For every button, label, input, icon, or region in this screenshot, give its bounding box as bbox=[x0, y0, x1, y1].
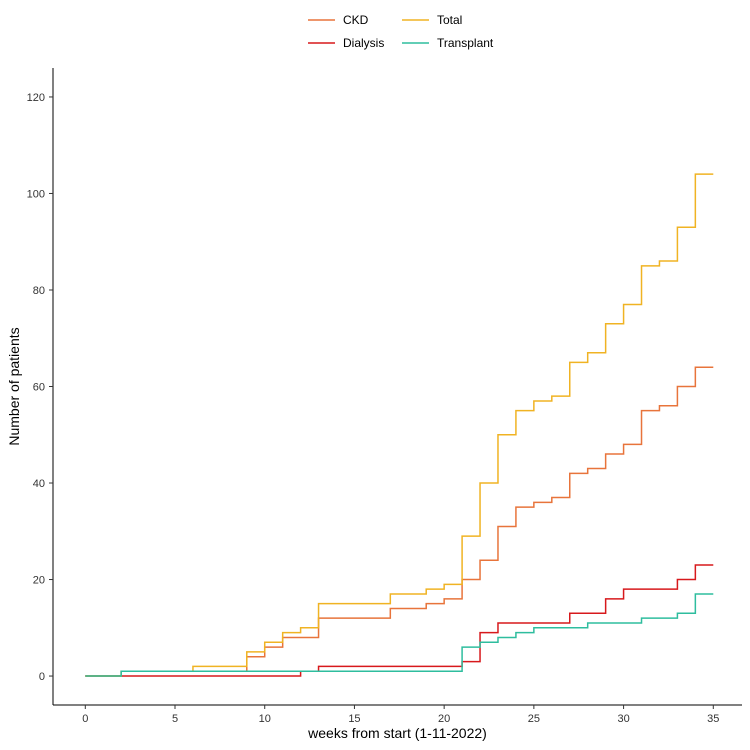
x-tick-label: 25 bbox=[528, 713, 540, 725]
plot-area bbox=[85, 173, 714, 677]
series-line-dialysis bbox=[85, 564, 714, 677]
legend: CKD Dialysis Total Transplant bbox=[308, 13, 494, 50]
y-tick-label: 120 bbox=[27, 92, 45, 104]
legend-label-transplant: Transplant bbox=[437, 36, 494, 50]
x-tick-label: 5 bbox=[172, 713, 178, 725]
x-tick-label: 15 bbox=[348, 713, 360, 725]
y-axis-title: Number of patients bbox=[6, 327, 22, 445]
x-ticks: 0 5 10 15 20 25 30 35 bbox=[82, 705, 719, 725]
y-tick-label: 80 bbox=[33, 285, 45, 297]
legend-label-dialysis: Dialysis bbox=[343, 36, 384, 50]
y-tick-label: 100 bbox=[27, 188, 45, 200]
y-tick-label: 60 bbox=[33, 382, 45, 394]
series-line-total bbox=[85, 173, 714, 677]
legend-label-ckd: CKD bbox=[343, 13, 369, 27]
y-tick-label: 20 bbox=[33, 575, 45, 587]
x-axis-title: weeks from start (1-11-2022) bbox=[307, 725, 487, 741]
x-tick-label: 20 bbox=[438, 713, 450, 725]
y-ticks: 0 20 40 60 80 100 120 bbox=[27, 92, 53, 683]
axes: 0 5 10 15 20 25 30 35 0 20 40 60 80 100 120 bbox=[27, 68, 742, 725]
x-tick-label: 30 bbox=[617, 713, 629, 725]
legend-label-total: Total bbox=[437, 13, 462, 27]
x-tick-label: 10 bbox=[259, 713, 271, 725]
series-line-transplant bbox=[85, 593, 714, 677]
y-tick-label: 40 bbox=[33, 478, 45, 490]
y-tick-label: 0 bbox=[39, 671, 45, 683]
x-tick-label: 35 bbox=[707, 713, 719, 725]
x-tick-label: 0 bbox=[82, 713, 88, 725]
series-line-ckd bbox=[85, 366, 714, 677]
